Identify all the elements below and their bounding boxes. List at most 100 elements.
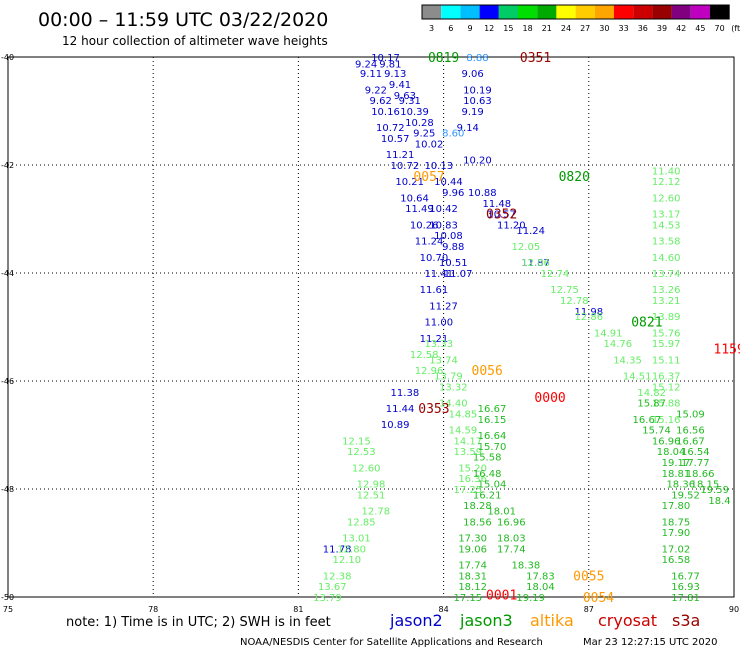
wave-height-label: 12.78 [362,507,391,518]
wave-height-label: 10.70 [420,253,449,264]
x-tick-label: 87 [584,605,594,614]
wave-height-label: 17.25 [453,485,482,496]
wave-height-label: 15.88 [652,399,681,410]
wave-height-label: 12.74 [541,269,570,280]
wave-height-label: 11.78 [323,544,352,555]
wave-height-label: 9.06 [462,69,484,80]
wave-height-label: 10.28 [405,118,434,129]
wave-height-label: 10.57 [381,134,410,145]
wave-height-label: 14.35 [613,355,642,366]
wave-height-label: 11.21 [386,150,415,161]
wave-height-label: 10.26 [410,220,439,231]
wave-height-label: 12.85 [347,517,376,528]
legend-tick-label: 27 [580,24,590,33]
x-tick-label: 75 [3,605,13,614]
wave-height-label: 16.67 [478,404,507,415]
wave-height-label: 19.59 [700,485,729,496]
satellite-label: jason2 [389,611,443,630]
wave-height-label: 13.26 [652,285,681,296]
legend-swatch [479,5,499,19]
wave-height-label: 10.44 [434,177,463,188]
pass-time-label: 0057 [413,170,444,185]
wave-height-label: 9.96 [442,188,464,199]
footer-note: note: 1) Time is in UTC; 2) SWH is in fe… [66,615,331,630]
wave-height-label: 10.83 [429,220,458,231]
legend-tick-label: 15 [503,24,513,33]
wave-height-label: 18.36 [666,480,695,491]
wave-height-label: 15.70 [478,442,507,453]
chart-subtitle: 12 hour collection of altimeter wave hei… [62,34,328,48]
wave-height-label: 17.74 [497,544,526,555]
legend-swatch [518,5,538,19]
legend-swatch [460,5,480,19]
footer-timestamp: Mar 23 12:27:15 UTC 2020 [583,637,718,648]
legend-tick-label: 33 [619,24,629,33]
x-tick-label: 90 [729,605,739,614]
wave-height-label: 18.56 [463,517,492,528]
wave-height-label: 12.53 [347,447,376,458]
wave-height-label: 16.36 [458,474,487,485]
wave-height-label: 9.88 [442,242,464,253]
legend-swatch [690,5,710,19]
wave-height-label: 10.02 [415,139,444,150]
wave-height-label: 14.76 [604,339,633,350]
wave-height-label: 15.16 [652,415,681,426]
wave-height-label: 12.38 [323,571,352,582]
wave-height-label: 12.05 [512,242,541,253]
wave-height-label: 16.54 [681,447,710,458]
wave-height-label: 16.67 [676,436,705,447]
x-axis-ticks: 75 78 81 84 87 90 [3,605,739,614]
y-tick-label: -44 [1,269,14,278]
wave-height-label: 12.10 [332,555,361,566]
wave-height-label: 17.90 [662,528,691,539]
satellite-label: cryosat [598,611,657,630]
y-tick-label: -40 [1,53,14,62]
y-axis-ticks: -40 -42 -44 -46 -48 -50 [1,53,14,602]
wave-height-label: 12.06 [521,258,550,269]
wave-height-label: 13.21 [652,296,681,307]
wave-height-label: 11.38 [391,388,420,399]
pass-time-label: 0056 [472,364,503,379]
wave-height-label: 15.97 [652,339,681,350]
wave-height-label: 11.27 [429,301,458,312]
wave-height-label: 14.51 [623,372,652,383]
chart-title: 00:00 – 11:59 UTC 03/22/2020 [38,9,328,31]
wave-height-label: 14.40 [439,399,468,410]
legend-frame [421,4,730,20]
pass-time-label: 0821 [631,316,662,331]
wave-height-label: 12.80 [337,544,366,555]
legend-swatch [575,5,595,19]
wave-height-label: 16.58 [662,555,691,566]
pass-time-label: 0351 [520,51,551,66]
satellite-label: s3a [672,611,700,630]
legend-tick-label: 6 [448,24,453,33]
satellite-label: altika [530,611,574,630]
legend-tick-label: 9 [467,24,472,33]
legend-tick-label: 36 [638,24,648,33]
wave-height-label: 16.64 [478,431,507,442]
wave-height-label: 17.81 [671,593,700,604]
wave-height-label: 12.12 [652,177,681,188]
wave-height-label: 11.87 [521,258,550,269]
wave-height-label: 12.78 [560,296,589,307]
wave-height-label: 12.98 [357,480,386,491]
wave-height-label: 8.60 [442,129,464,140]
wave-height-label: 11.98 [574,307,603,318]
wave-height-label: 15.76 [652,328,681,339]
wave-height-label: 9.63 [394,91,416,102]
wave-height-label: 10.42 [429,204,458,215]
wave-height-label: 10.88 [468,188,497,199]
wave-height-label: 18.01 [487,507,516,518]
x-tick-label: 84 [439,605,449,614]
wave-height-label: 10.19 [463,85,492,96]
wave-height-label: 10.89 [381,420,410,431]
wave-height-label: 18.75 [662,517,691,528]
wave-height-label: 18.38 [512,561,541,572]
pass-time-label: 0819 [428,51,459,66]
legend-swatch [556,5,576,19]
wave-height-label: 10.63 [463,96,492,107]
pass-time-label: 0353 [418,402,449,417]
legend-tick-label: 39 [657,24,667,33]
legend-tick-label: 3 [429,24,434,33]
